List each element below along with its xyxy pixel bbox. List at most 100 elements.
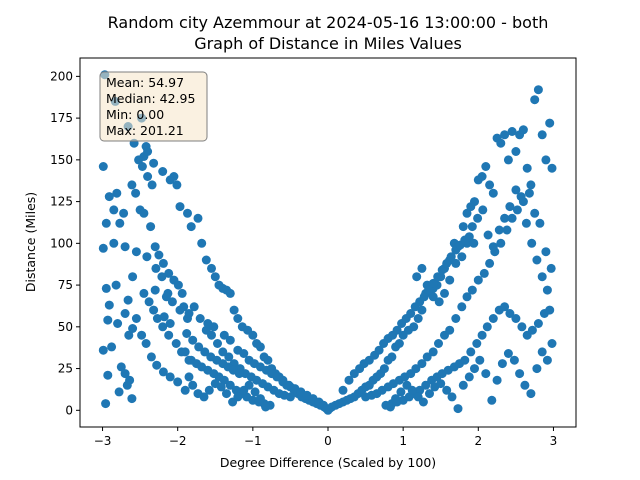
chart-title-line2: Graph of Distance in Miles Values	[194, 34, 462, 53]
data-point	[125, 375, 135, 385]
data-point	[379, 364, 389, 374]
data-point	[224, 352, 234, 362]
data-point	[188, 380, 198, 390]
data-point	[186, 222, 196, 232]
data-point	[131, 188, 141, 198]
data-point	[445, 325, 455, 335]
data-point	[104, 300, 114, 310]
data-point	[535, 218, 545, 228]
y-tick-label: 175	[50, 111, 73, 125]
x-tick-label: 0	[324, 434, 332, 448]
data-point	[541, 247, 551, 257]
data-point	[417, 305, 427, 315]
data-point	[171, 339, 181, 348]
stats-box-background	[99, 71, 208, 142]
data-point	[428, 292, 438, 302]
data-point	[111, 280, 121, 290]
data-point	[488, 188, 498, 198]
data-point	[261, 402, 271, 412]
data-point	[158, 322, 168, 332]
data-point	[487, 395, 497, 405]
data-point	[272, 372, 282, 382]
data-point	[453, 404, 463, 414]
data-point	[442, 258, 452, 268]
data-point	[112, 188, 122, 198]
data-point	[161, 292, 171, 302]
y-tick-label: 125	[50, 195, 73, 209]
data-point	[344, 375, 354, 385]
data-point	[511, 147, 521, 156]
data-point	[527, 325, 537, 335]
data-point	[128, 324, 138, 333]
data-point	[462, 292, 472, 302]
data-point	[234, 369, 244, 379]
data-point	[159, 312, 169, 322]
data-point	[115, 218, 125, 228]
data-point	[505, 202, 515, 212]
data-point	[503, 155, 513, 165]
data-point	[481, 369, 491, 379]
data-point	[139, 208, 149, 218]
data-point	[522, 163, 532, 173]
data-point	[216, 382, 226, 392]
data-point	[183, 208, 192, 218]
data-point	[494, 225, 504, 235]
data-point	[391, 394, 401, 404]
data-point	[537, 347, 547, 357]
data-point	[497, 359, 507, 369]
data-point	[460, 355, 470, 365]
data-point	[131, 247, 141, 257]
data-point	[421, 380, 431, 390]
data-point	[462, 208, 472, 218]
data-point	[167, 297, 177, 307]
data-point	[98, 243, 108, 253]
data-point	[407, 385, 417, 395]
data-point	[219, 375, 229, 385]
data-point	[477, 330, 487, 340]
data-point	[477, 172, 487, 181]
x-tick-label: 1	[399, 434, 407, 448]
data-point	[424, 285, 434, 295]
data-point	[507, 213, 517, 223]
data-point	[173, 377, 183, 387]
data-point	[512, 205, 522, 215]
data-point	[165, 372, 175, 382]
data-point	[473, 275, 483, 285]
data-point	[177, 288, 187, 298]
data-point	[467, 285, 477, 295]
data-point	[516, 192, 526, 202]
data-point	[374, 345, 384, 355]
data-point	[520, 380, 530, 390]
data-point	[222, 389, 231, 399]
data-point	[533, 85, 543, 95]
x-tick-label: 3	[550, 434, 558, 448]
data-point	[144, 297, 154, 307]
data-point	[451, 258, 461, 268]
data-point	[412, 272, 422, 282]
data-point	[394, 339, 404, 348]
data-point	[244, 380, 254, 390]
data-point	[149, 158, 159, 168]
data-point	[496, 138, 506, 148]
y-tick-label: 50	[58, 320, 73, 334]
data-point	[213, 339, 222, 348]
y-tick-label: 150	[50, 153, 73, 167]
data-point	[546, 263, 556, 273]
data-point	[473, 213, 483, 223]
data-point	[532, 364, 542, 374]
data-point	[470, 197, 479, 207]
data-point	[120, 242, 130, 252]
data-point	[417, 263, 427, 273]
data-point	[207, 330, 216, 340]
data-point	[505, 309, 515, 318]
data-point	[541, 155, 551, 165]
data-point	[545, 305, 555, 315]
data-point	[417, 359, 427, 369]
data-point	[492, 375, 502, 385]
data-point	[147, 180, 157, 190]
data-point	[114, 387, 124, 397]
data-point	[152, 314, 162, 323]
data-point	[515, 369, 525, 379]
data-point	[409, 322, 419, 332]
data-point	[104, 192, 114, 202]
